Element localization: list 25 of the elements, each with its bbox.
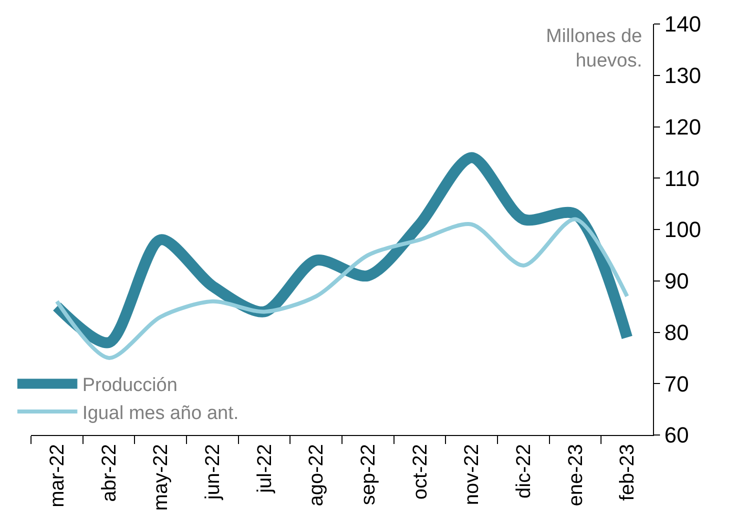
x-tick-label: dic-22 (512, 444, 535, 498)
x-tick-label: oct-22 (409, 444, 432, 500)
x-tick-label: jun-22 (202, 444, 224, 501)
y-tick-label: 70 (664, 371, 689, 396)
x-tick-label: nov-22 (461, 444, 484, 506)
y-tick-label: 130 (664, 63, 702, 88)
y-axis-title: Millones de huevos. (546, 26, 642, 72)
y-tick-label: 140 (664, 12, 702, 37)
x-tick-label: sep-22 (357, 444, 380, 506)
x-tick-label: mar-22 (46, 444, 68, 508)
y-tick-label: 90 (664, 268, 689, 294)
line-series (54, 217, 630, 360)
x-tick-label: ago-22 (306, 444, 328, 506)
y-tick-label: 100 (664, 217, 702, 242)
y-tick-label: 60 (664, 422, 689, 448)
legend-label: Igual mes año ant. (82, 402, 239, 424)
x-tick-label: jul-22 (254, 444, 276, 494)
y-tick-label: 80 (664, 320, 689, 345)
x-tick-label: feb-23 (616, 444, 639, 501)
legend-label: Producción (82, 375, 178, 396)
x-tick-label: abr-22 (98, 444, 120, 502)
y-tick-label: 110 (664, 166, 700, 191)
y-tick-label: 120 (664, 114, 702, 140)
x-tick-label: may-22 (150, 444, 172, 511)
x-tick-label: ene-23 (564, 444, 587, 506)
